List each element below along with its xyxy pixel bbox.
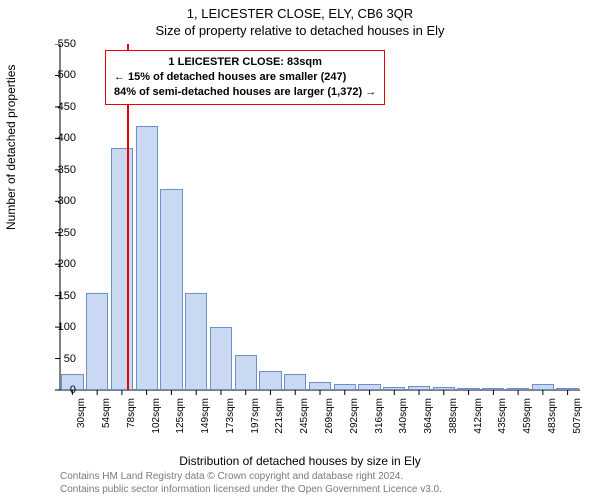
y-tick-label: 400: [58, 132, 76, 144]
footer-attribution: Contains HM Land Registry data © Crown c…: [60, 471, 442, 496]
chart-container: 1, LEICESTER CLOSE, ELY, CB6 3QR Size of…: [0, 0, 600, 500]
y-tick-label: 100: [58, 321, 76, 333]
bar: [507, 388, 529, 390]
bar: [259, 371, 281, 390]
y-tick-label: 0: [70, 384, 76, 396]
y-tick-label: 350: [58, 164, 76, 176]
y-tick-label: 150: [58, 290, 76, 302]
x-tick-label: 292sqm: [349, 398, 360, 434]
bar: [210, 327, 232, 390]
x-tick-label: 149sqm: [200, 398, 211, 434]
bar: [160, 189, 182, 390]
bar: [457, 388, 479, 390]
y-tick-label: 200: [58, 258, 76, 270]
x-tick-label: 102sqm: [151, 398, 162, 434]
x-tick-label: 78sqm: [126, 398, 137, 428]
footer-line1: Contains HM Land Registry data © Crown c…: [60, 471, 442, 484]
y-tick-label: 450: [58, 101, 76, 113]
callout-line: ← 15% of detached houses are smaller (24…: [114, 70, 376, 85]
x-tick-label: 364sqm: [423, 398, 434, 434]
x-tick-label: 483sqm: [547, 398, 558, 434]
x-tick-label: 245sqm: [299, 398, 310, 434]
bar: [532, 384, 554, 390]
x-tick-label: 435sqm: [497, 398, 508, 434]
chart-title-line1: 1, LEICESTER CLOSE, ELY, CB6 3QR: [0, 6, 600, 21]
x-tick-label: 269sqm: [324, 398, 335, 434]
bar: [482, 388, 504, 390]
bar: [383, 387, 405, 390]
bar: [556, 388, 578, 390]
x-tick-label: 125sqm: [175, 398, 186, 434]
y-axis-label: Number of detached properties: [4, 65, 18, 230]
callout-box: 1 LEICESTER CLOSE: 83sqm← 15% of detache…: [105, 50, 385, 105]
chart-title-line2: Size of property relative to detached ho…: [0, 23, 600, 38]
bar: [235, 355, 257, 390]
y-tick-label: 50: [64, 353, 76, 365]
x-tick-label: 316sqm: [374, 398, 385, 434]
bar: [111, 148, 133, 390]
bar: [309, 382, 331, 390]
callout-line: 1 LEICESTER CLOSE: 83sqm: [114, 55, 376, 70]
bar: [185, 293, 207, 391]
x-tick-label: 459sqm: [522, 398, 533, 434]
x-tick-label: 388sqm: [448, 398, 459, 434]
x-tick-label: 221sqm: [274, 398, 285, 434]
x-tick-label: 340sqm: [398, 398, 409, 434]
footer-line2: Contains public sector information licen…: [60, 484, 442, 497]
x-tick-label: 412sqm: [473, 398, 484, 434]
y-tick-label: 250: [58, 227, 76, 239]
bar: [358, 384, 380, 390]
bar: [136, 126, 158, 390]
x-tick-label: 507sqm: [572, 398, 583, 434]
bar: [334, 384, 356, 390]
y-tick-label: 300: [58, 195, 76, 207]
bar: [433, 387, 455, 390]
x-tick-label: 54sqm: [101, 398, 112, 428]
callout-line: 84% of semi-detached houses are larger (…: [114, 85, 376, 100]
y-tick-label: 500: [58, 69, 76, 81]
bar: [408, 386, 430, 390]
x-tick-label: 197sqm: [250, 398, 261, 434]
x-axis-label: Distribution of detached houses by size …: [0, 454, 600, 468]
x-tick-label: 30sqm: [76, 398, 87, 428]
bar: [86, 293, 108, 391]
x-tick-label: 173sqm: [225, 398, 236, 434]
plot-area: 1 LEICESTER CLOSE: 83sqm← 15% of detache…: [60, 44, 580, 414]
y-tick-label: 550: [58, 38, 76, 50]
bar: [284, 374, 306, 390]
